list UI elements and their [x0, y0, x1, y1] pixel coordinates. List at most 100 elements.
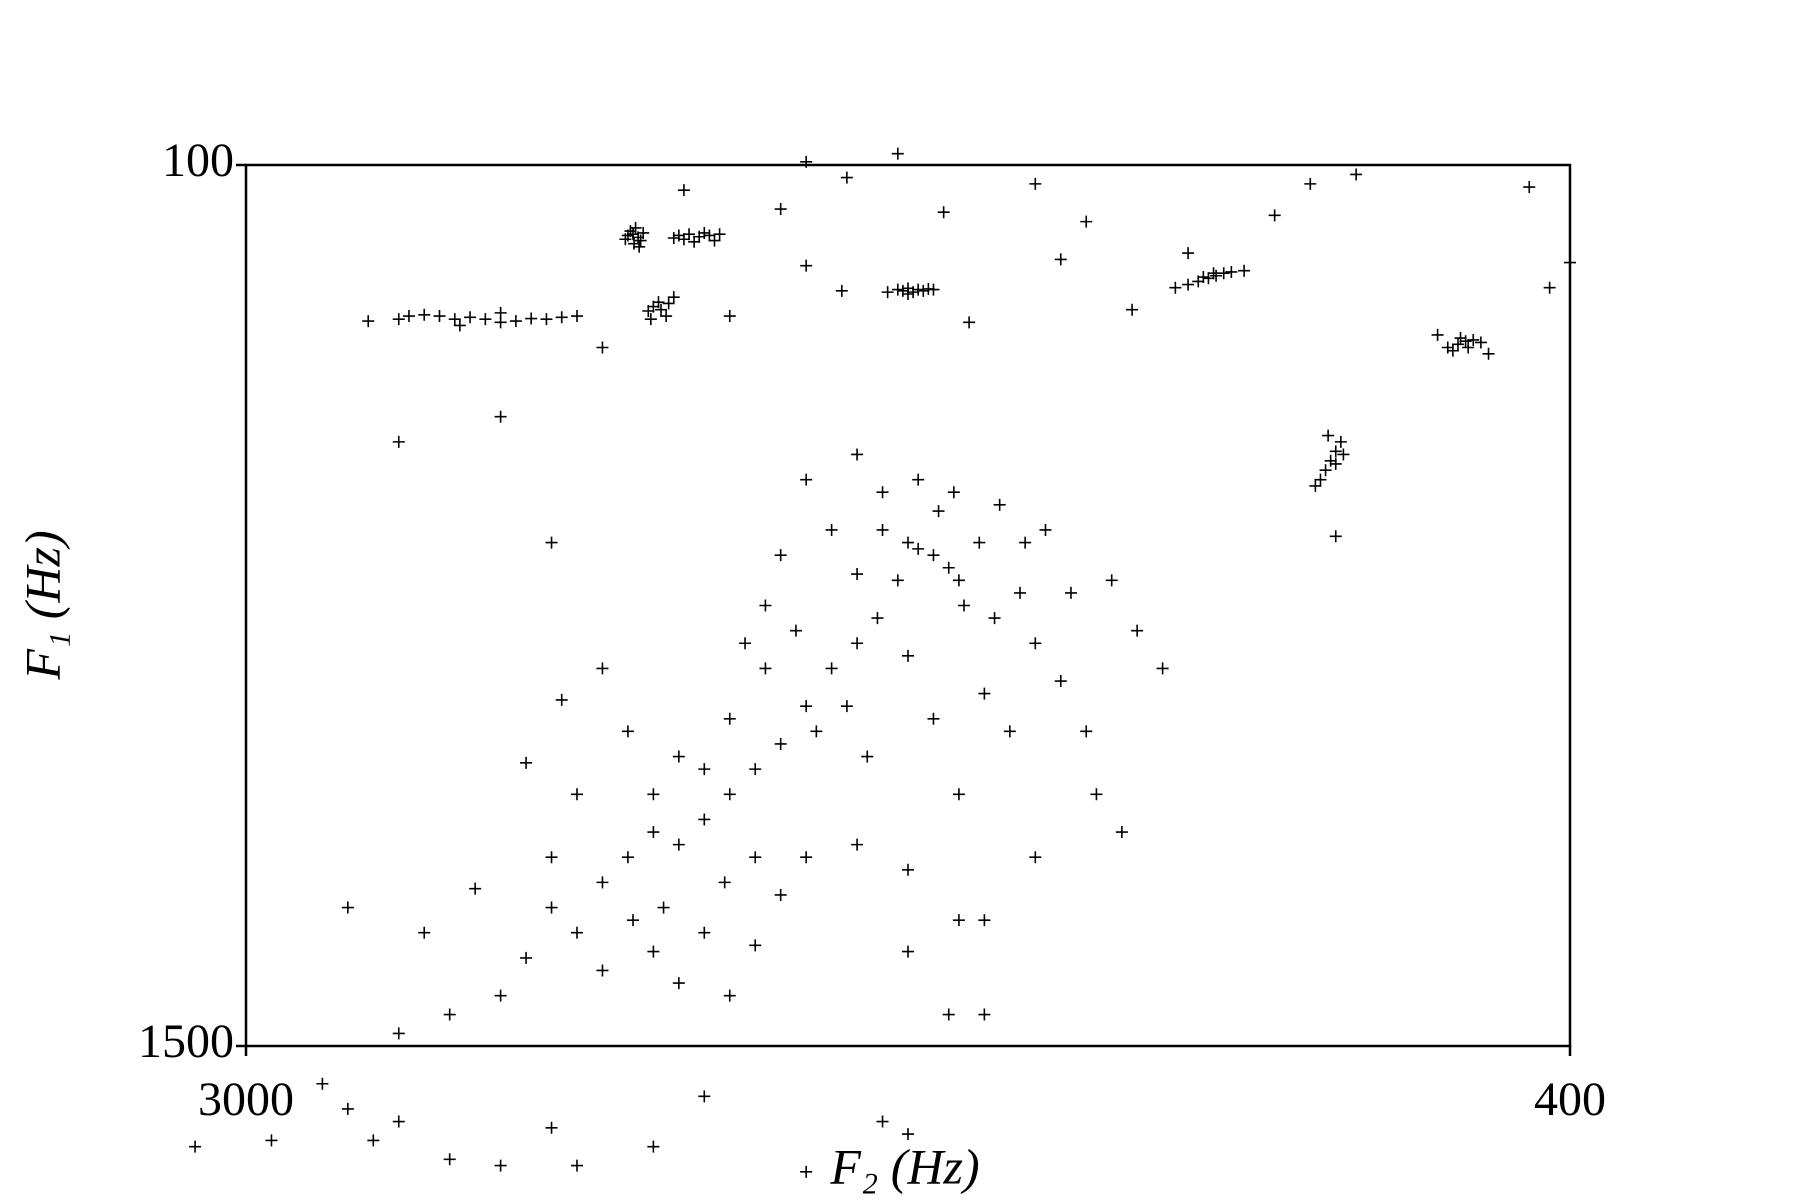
point — [1446, 344, 1459, 357]
point — [667, 231, 680, 244]
point — [1003, 725, 1016, 738]
point — [810, 725, 823, 738]
point — [265, 1134, 278, 1147]
point — [545, 536, 558, 549]
point — [418, 926, 431, 939]
point — [634, 234, 647, 247]
point — [677, 184, 690, 197]
point — [672, 750, 685, 763]
point — [443, 1008, 456, 1021]
point — [708, 234, 721, 247]
point — [698, 1090, 711, 1103]
point — [698, 813, 711, 826]
point — [902, 1128, 914, 1141]
point — [418, 308, 431, 321]
point — [851, 568, 864, 581]
point — [774, 737, 787, 750]
point — [800, 259, 813, 272]
point — [571, 926, 583, 939]
point — [698, 926, 711, 939]
point — [902, 649, 914, 662]
point — [907, 286, 920, 299]
point — [723, 310, 736, 323]
point — [891, 283, 904, 296]
point — [917, 284, 930, 297]
point — [433, 310, 446, 323]
point — [952, 574, 965, 587]
point — [871, 612, 884, 625]
point — [927, 549, 940, 562]
point — [627, 914, 640, 927]
point — [937, 206, 950, 219]
point — [655, 303, 668, 316]
point — [800, 1165, 813, 1178]
point — [1451, 338, 1464, 351]
point — [627, 228, 640, 241]
point — [800, 851, 813, 864]
y-tick-label: 1500 — [138, 1015, 234, 1068]
point — [1217, 267, 1230, 280]
point — [571, 1159, 583, 1172]
point — [571, 788, 583, 801]
point — [652, 296, 665, 309]
point — [835, 284, 848, 297]
point — [1334, 435, 1347, 448]
point — [774, 203, 787, 216]
point — [596, 964, 609, 977]
point — [619, 233, 632, 246]
point — [683, 228, 696, 241]
point — [596, 662, 609, 675]
point — [723, 712, 736, 725]
point — [341, 1102, 354, 1115]
x-axis-title: F₂ (Hz) — [829, 1138, 979, 1194]
point — [891, 147, 904, 160]
point — [596, 876, 609, 889]
point — [1329, 457, 1342, 470]
point — [509, 315, 522, 328]
point — [912, 283, 925, 296]
point — [942, 1008, 955, 1021]
point — [759, 599, 772, 612]
point — [1105, 574, 1118, 587]
point — [800, 700, 813, 713]
point — [1238, 264, 1251, 277]
point — [647, 826, 660, 839]
point — [1029, 637, 1042, 650]
point — [963, 316, 976, 329]
point — [443, 1153, 456, 1166]
point — [647, 788, 660, 801]
point — [1210, 269, 1223, 282]
point — [774, 549, 787, 562]
point — [494, 410, 507, 423]
point — [392, 1115, 405, 1128]
point — [392, 313, 405, 326]
point — [902, 945, 914, 958]
point — [392, 435, 405, 448]
point — [1350, 168, 1363, 181]
point — [316, 1077, 329, 1090]
point — [1054, 253, 1067, 266]
point — [698, 226, 711, 239]
point — [367, 1134, 380, 1147]
point — [1268, 209, 1281, 222]
point — [1182, 247, 1195, 260]
point — [902, 863, 914, 876]
point — [1482, 347, 1495, 360]
y-tick-label: 100 — [162, 134, 234, 187]
point — [1090, 788, 1103, 801]
point — [647, 1140, 660, 1153]
point — [902, 288, 914, 301]
point — [851, 637, 864, 650]
point — [647, 945, 660, 958]
point — [902, 536, 914, 549]
point — [1197, 271, 1210, 284]
point — [540, 313, 553, 326]
point — [825, 523, 838, 536]
point — [629, 221, 642, 234]
point — [749, 851, 762, 864]
point — [1322, 429, 1335, 442]
point — [749, 939, 762, 952]
point — [1324, 454, 1337, 467]
point — [851, 448, 864, 461]
